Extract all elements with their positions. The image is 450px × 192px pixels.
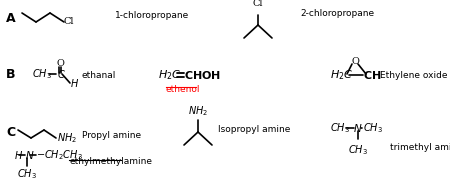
Text: B: B	[6, 69, 15, 81]
Text: Ethylene oxide: Ethylene oxide	[380, 70, 447, 79]
Text: 2-chloropropane: 2-chloropropane	[300, 8, 374, 17]
Text: $\mathbf{CHOH}$: $\mathbf{CHOH}$	[184, 69, 221, 81]
Text: Cl: Cl	[64, 17, 75, 26]
Text: $\mathit{N}$: $\mathit{N}$	[25, 149, 35, 161]
Text: Isopropyl amine: Isopropyl amine	[218, 126, 290, 135]
Text: ethanal: ethanal	[82, 71, 117, 80]
Text: 1-chloropropane: 1-chloropropane	[115, 11, 189, 20]
Text: trimethyl amine: trimethyl amine	[390, 143, 450, 152]
Text: Cl: Cl	[253, 0, 263, 8]
Text: $\mathit{CH_3}$: $\mathit{CH_3}$	[348, 143, 368, 157]
Text: $\mathbf{CH}$: $\mathbf{CH}$	[363, 69, 382, 81]
Text: $\mathit{-CH_2CH_3}$: $\mathit{-CH_2CH_3}$	[36, 148, 83, 162]
Text: ethenol: ethenol	[166, 84, 201, 94]
Text: Propyl amine: Propyl amine	[82, 131, 141, 140]
Text: $\mathit{NH_2}$: $\mathit{NH_2}$	[188, 104, 208, 118]
Text: O: O	[351, 57, 359, 66]
Text: $\mathit{C}$: $\mathit{C}$	[57, 68, 66, 80]
Text: $\mathit{H_2C}$: $\mathit{H_2C}$	[158, 68, 181, 82]
Text: $\mathit{H}$: $\mathit{H}$	[14, 149, 23, 161]
Text: $\mathit{CH_3}$: $\mathit{CH_3}$	[363, 121, 383, 135]
Text: $\mathit{CH_3}$: $\mathit{CH_3}$	[17, 167, 37, 181]
Text: $\mathit{CH_3}$: $\mathit{CH_3}$	[330, 121, 350, 135]
Text: $\mathit{H}$: $\mathit{H}$	[70, 77, 79, 89]
Text: $\mathit{H_2C}$: $\mathit{H_2C}$	[330, 68, 353, 82]
Text: C: C	[6, 127, 15, 140]
Text: A: A	[6, 12, 16, 25]
Text: $\mathit{N}$: $\mathit{N}$	[353, 122, 363, 134]
Text: ethylmethylamine: ethylmethylamine	[69, 157, 152, 166]
Text: $\mathit{NH_2}$: $\mathit{NH_2}$	[57, 131, 77, 145]
Text: O: O	[56, 59, 64, 68]
Text: $\mathit{CH_3}$: $\mathit{CH_3}$	[32, 67, 52, 81]
